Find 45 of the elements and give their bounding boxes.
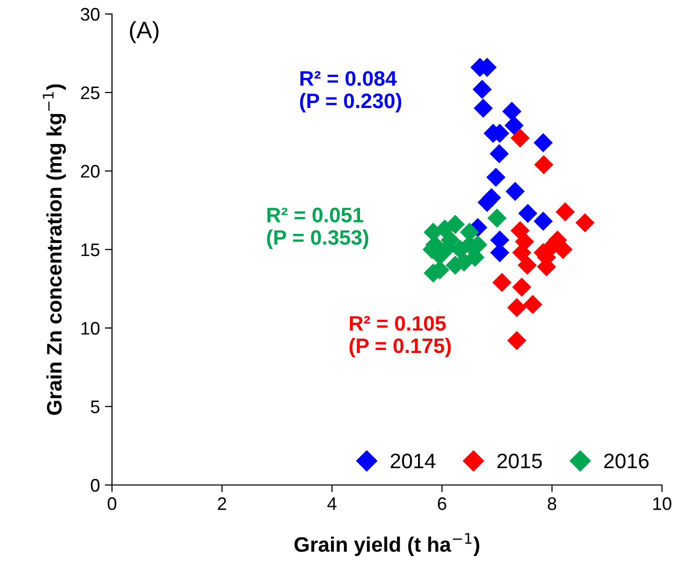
y-tick-label: 5	[90, 400, 100, 414]
point	[510, 128, 530, 148]
point	[518, 204, 538, 223]
point	[492, 272, 512, 292]
y-tick-label: 25	[81, 86, 100, 100]
point	[502, 102, 522, 121]
point	[523, 294, 542, 314]
point	[472, 80, 492, 99]
point	[534, 133, 553, 152]
annotation: R² = 0.105 (P = 0.175)	[350, 316, 451, 358]
y-tick-label: 30	[80, 8, 100, 21]
point	[504, 116, 524, 136]
point	[518, 256, 537, 275]
point	[474, 98, 493, 118]
x-tick-label: 2	[218, 497, 226, 510]
annotation: (A)	[130, 21, 159, 44]
point	[556, 202, 575, 222]
point	[507, 330, 526, 350]
point	[534, 212, 553, 231]
legend-label: 2016	[604, 454, 649, 468]
y-tick-label: 15	[81, 244, 100, 256]
legend-label: 2015	[497, 454, 542, 468]
point	[507, 298, 526, 318]
y-axis-title: Grain Zn concentration (mg kg$^{−1}$)	[42, 84, 66, 415]
point	[534, 155, 554, 174]
x-axis-title: Grain yield (t ha$^{−1}$)	[294, 533, 480, 556]
point	[435, 220, 454, 239]
legend-label: 2014	[390, 454, 436, 468]
y-tick-label: 20	[81, 164, 100, 178]
point	[478, 192, 497, 212]
annotation: R² = 0.084 (P = 0.230)	[300, 71, 402, 112]
point	[490, 144, 509, 164]
point	[512, 278, 532, 297]
x-tick-label: 8	[548, 497, 556, 510]
point	[506, 182, 525, 201]
y-tick-label: 0	[90, 478, 100, 492]
annotation: R² = 0.051 (P = 0.353)	[267, 208, 368, 249]
point	[487, 208, 507, 228]
x-tick-label: 4	[327, 497, 336, 510]
y-tick-label: 10	[81, 322, 100, 335]
x-tick-label: 0	[108, 497, 116, 510]
x-tick-label: 10	[653, 497, 672, 510]
point	[486, 168, 506, 187]
point	[575, 213, 595, 232]
x-tick-label: 6	[438, 497, 446, 510]
